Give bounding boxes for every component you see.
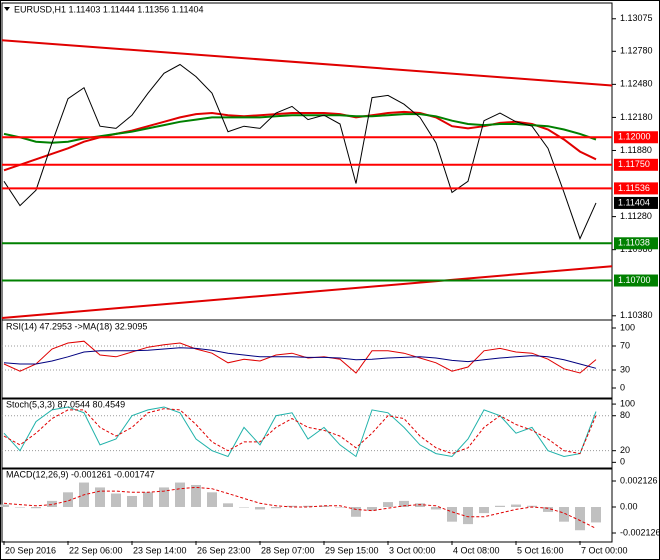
- level-label: 1.11038: [618, 238, 650, 248]
- panel-title: MACD(12,26,9) -0.001261 -0.001747: [6, 469, 155, 479]
- histogram-bar: [287, 505, 297, 507]
- x-tick-label: 28 Sep 07:00: [261, 545, 315, 555]
- series-line: [3, 113, 597, 144]
- histogram-bar: [239, 506, 249, 508]
- histogram-bar: [191, 484, 201, 507]
- x-tick-label: 22 Sep 06:00: [69, 545, 123, 555]
- x-tick-label: 3 Oct 00:00: [389, 545, 436, 555]
- histogram-bar: [543, 506, 553, 512]
- x-tick-label: 20 Sep 2016: [5, 545, 56, 555]
- y-tick-label: 1.12480: [620, 79, 653, 89]
- price-label: 1.11404: [618, 197, 650, 207]
- histogram-bar: [575, 506, 585, 531]
- series-line: [3, 408, 597, 455]
- y-tick-label: 80: [620, 410, 630, 420]
- panel: [1, 397, 613, 470]
- trend-line: [1, 39, 613, 87]
- histogram-bar: [479, 506, 489, 514]
- panel-title: Stoch(5,3,3) 87.0544 80.4549: [6, 399, 125, 409]
- panel: [1, 319, 613, 400]
- histogram-bar: [351, 506, 361, 517]
- histogram-bar: [367, 506, 377, 511]
- y-tick-label: 1.10380: [620, 310, 653, 320]
- y-tick-label: 100: [620, 398, 635, 408]
- histogram-bar: [111, 493, 121, 507]
- x-tick-label: 26 Sep 23:00: [197, 545, 251, 555]
- series-line: [3, 486, 597, 529]
- y-tick-label: 0.00: [620, 501, 638, 511]
- series-line: [3, 63, 597, 240]
- level-label: 1.11750: [618, 159, 650, 169]
- histogram-bar: [15, 506, 25, 508]
- series-line: [3, 406, 597, 458]
- y-tick-label: 1.12780: [620, 46, 653, 56]
- x-tick-label: 7 Oct 00:00: [581, 545, 628, 555]
- histogram-bar: [159, 487, 169, 507]
- histogram-bar: [383, 502, 393, 507]
- price-tag: [614, 196, 658, 209]
- y-tick-label: 0: [620, 382, 625, 392]
- menu-icon[interactable]: [4, 7, 10, 11]
- histogram-bar: [47, 500, 57, 507]
- y-tick-label: 1.13075: [620, 13, 653, 23]
- histogram-bar: [127, 495, 137, 507]
- histogram-bar: [463, 506, 473, 525]
- histogram-bar: [559, 506, 569, 522]
- level-label: 1.12000: [618, 132, 651, 142]
- x-tick-label: 4 Oct 08:00: [453, 545, 500, 555]
- histogram-bar: [255, 506, 265, 510]
- histogram-bar: [143, 492, 153, 507]
- x-tick-label: 29 Sep 15:00: [325, 545, 379, 555]
- level-tag: [614, 182, 658, 195]
- histogram-bar: [31, 506, 41, 509]
- histogram-bar: [335, 506, 345, 508]
- x-tick-label: 23 Sep 14:00: [133, 545, 187, 555]
- histogram-bar: [447, 506, 457, 522]
- histogram-bar: [591, 506, 601, 523]
- level-label: 1.11536: [618, 183, 650, 193]
- y-tick-label: 0.002126: [620, 475, 658, 485]
- histogram-bar: [303, 505, 313, 507]
- histogram-bar: [95, 487, 105, 507]
- trend-line: [1, 265, 613, 319]
- histogram-bar: [0, 504, 9, 507]
- panel-title: RSI(14) 47.2953 ->MA(18) 32.9095: [6, 321, 147, 331]
- y-tick-label: 1.11880: [620, 145, 652, 155]
- histogram-bar: [271, 506, 281, 509]
- x-tick-label: 5 Oct 16:00: [517, 545, 564, 555]
- histogram-bar: [207, 492, 217, 507]
- histogram-bar: [431, 506, 441, 510]
- level-label: 1.10700: [618, 275, 651, 285]
- series-line: [3, 340, 597, 374]
- histogram-bar: [511, 504, 521, 507]
- histogram-bar: [175, 482, 185, 507]
- y-tick-label: 1.11280: [620, 211, 652, 221]
- histogram-bar: [527, 505, 537, 507]
- histogram-bar: [223, 503, 233, 507]
- histogram-bar: [319, 505, 329, 507]
- histogram-bar: [495, 505, 505, 507]
- level-tag: [614, 131, 658, 144]
- histogram-bar: [415, 503, 425, 507]
- y-tick-label: 1.12180: [620, 112, 653, 122]
- y-tick-label: 20: [620, 445, 630, 455]
- y-tick-label: 100: [620, 322, 635, 332]
- panel-title: EURUSD,H1 1.11403 1.11444 1.11356 1.1140…: [14, 4, 203, 14]
- level-tag: [614, 274, 658, 287]
- level-tag: [614, 158, 658, 171]
- level-tag: [614, 237, 658, 250]
- histogram-bar: [399, 500, 409, 507]
- y-tick-label: 70: [620, 340, 630, 350]
- series-line: [3, 347, 597, 369]
- y-tick-label: -0.002126: [620, 527, 660, 537]
- histogram-bar: [63, 492, 73, 507]
- y-tick-label: 30: [620, 364, 630, 374]
- y-tick-label: 0: [620, 457, 625, 467]
